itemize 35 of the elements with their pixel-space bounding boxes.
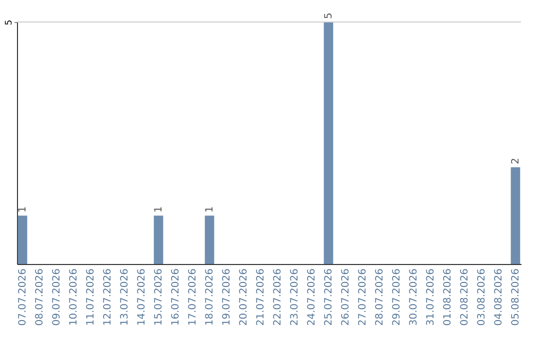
x-tick-label: 12.07.2026 [102,268,114,326]
x-tick-label: 25.07.2026 [323,268,334,326]
x-tick-label: 10.07.2026 [68,268,80,326]
x-tick-label: 22.07.2026 [272,268,284,326]
data-label: 5 [323,12,334,19]
x-tick-label: 17.07.2026 [188,268,199,326]
x-tick-label: 30.07.2026 [408,268,420,326]
data-label: 2 [510,158,522,164]
x-tick-label: 29.07.2026 [391,268,402,326]
x-tick-label: 11.07.2026 [86,268,97,326]
x-tick-label: 07.07.2026 [18,268,29,326]
data-label: 1 [204,206,216,213]
x-tick-label: 01.08.2026 [442,268,454,326]
x-tick-label: 28.07.2026 [374,268,386,326]
x-tick-label: 21.07.2026 [256,268,266,326]
x-tick-label: 08.07.2026 [34,268,46,326]
x-tick-label: 16.07.2026 [170,268,182,326]
data-label: 1 [18,206,29,213]
x-tick-label: 18.07.2026 [204,268,216,326]
x-tick-label: 23.07.2026 [289,268,300,326]
x-tick-label: 03.08.2026 [476,268,488,326]
x-tick-label: 31.07.2026 [425,268,436,326]
x-tick-label: 15.07.2026 [154,268,165,326]
x-tick-label: 26.07.2026 [340,268,352,326]
x-tick-label: 20.07.2026 [238,268,250,326]
x-tick-label: 24.07.2026 [306,268,318,326]
x-tick-label: 27.07.2026 [357,268,368,326]
x-tick-label: 09.07.2026 [52,268,63,326]
x-tick-label: 13.07.2026 [120,268,131,326]
x-tick-label: 14.07.2026 [136,268,148,326]
x-tick-label: 04.08.2026 [493,268,504,326]
x-tick-label: 02.08.2026 [459,268,470,326]
x-tick-label: 19.07.2026 [222,268,233,326]
x-tick-label: 05.08.2026 [510,268,522,326]
data-label: 1 [154,206,165,213]
